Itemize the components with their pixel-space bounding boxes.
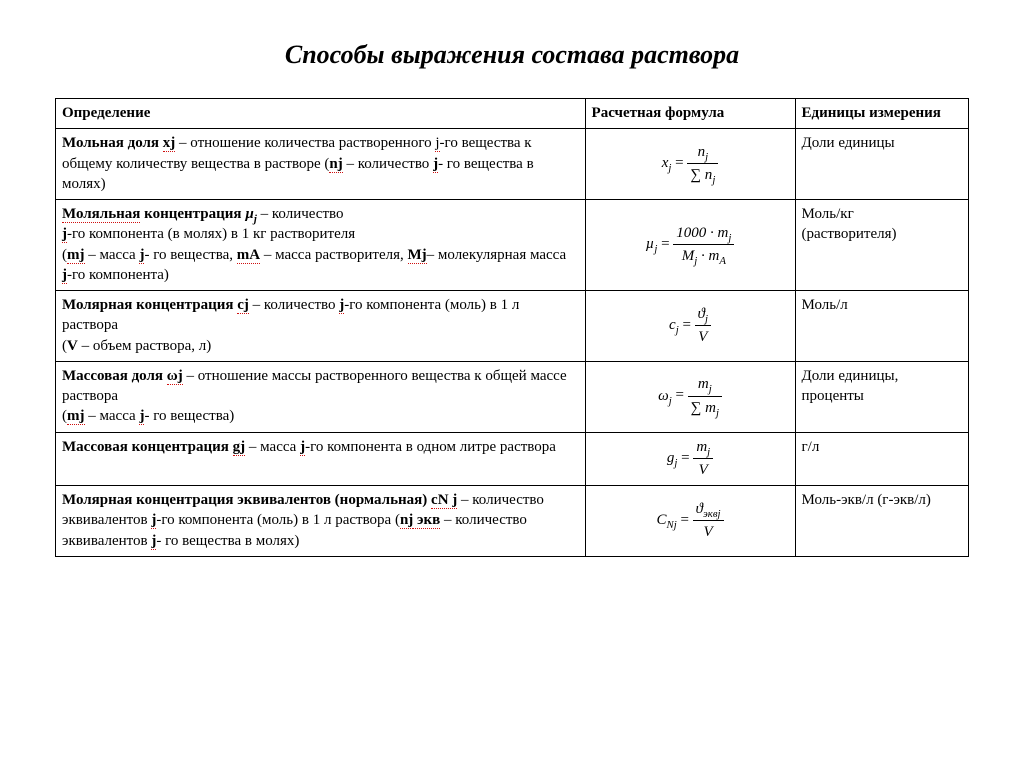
table-row: Молярная концентрация эквивалентов (норм… [56,486,969,557]
table-header-row: Определение Расчетная формула Единицы из… [56,99,969,129]
table-row: Массовая доля ωj – отношение массы раств… [56,361,969,432]
table-row: Массовая концентрация gj – масса j-го ко… [56,432,969,486]
definition-cell: Массовая доля ωj – отношение массы раств… [56,361,586,432]
units-cell: г/л [795,432,968,486]
formula-cell: CNj = ϑэквj V [585,486,795,557]
units-cell: Доли единицы [795,129,968,200]
units-cell: Моль/кг(растворителя) [795,200,968,291]
solution-composition-table: Определение Расчетная формула Единицы из… [55,98,969,557]
definition-cell: Мольная доля xj – отношение количества р… [56,129,586,200]
units-cell: Моль/л [795,291,968,362]
col-definition: Определение [56,99,586,129]
definition-cell: Молярная концентрация cj – количество j-… [56,291,586,362]
table-row: Молярная концентрация cj – количество j-… [56,291,969,362]
table-row: Мольная доля xj – отношение количества р… [56,129,969,200]
definition-cell: Массовая концентрация gj – масса j-го ко… [56,432,586,486]
formula-cell: ωj = mj ∑ mj [585,361,795,432]
formula-cell: gj = mj V [585,432,795,486]
units-cell: Доли единицы, проценты [795,361,968,432]
definition-cell: Молярная концентрация эквивалентов (норм… [56,486,586,557]
table-row: Моляльная концентрация µj – количество j… [56,200,969,291]
col-units: Единицы измерения [795,99,968,129]
formula-cell: cj = ϑj V [585,291,795,362]
col-formula: Расчетная формула [585,99,795,129]
page-title: Способы выражения состава раствора [55,40,969,70]
formula-cell: µj = 1000 · mj Mj · mA [585,200,795,291]
definition-cell: Моляльная концентрация µj – количество j… [56,200,586,291]
units-cell: Моль-экв/л (г-экв/л) [795,486,968,557]
formula-cell: xj = nj ∑ nj [585,129,795,200]
